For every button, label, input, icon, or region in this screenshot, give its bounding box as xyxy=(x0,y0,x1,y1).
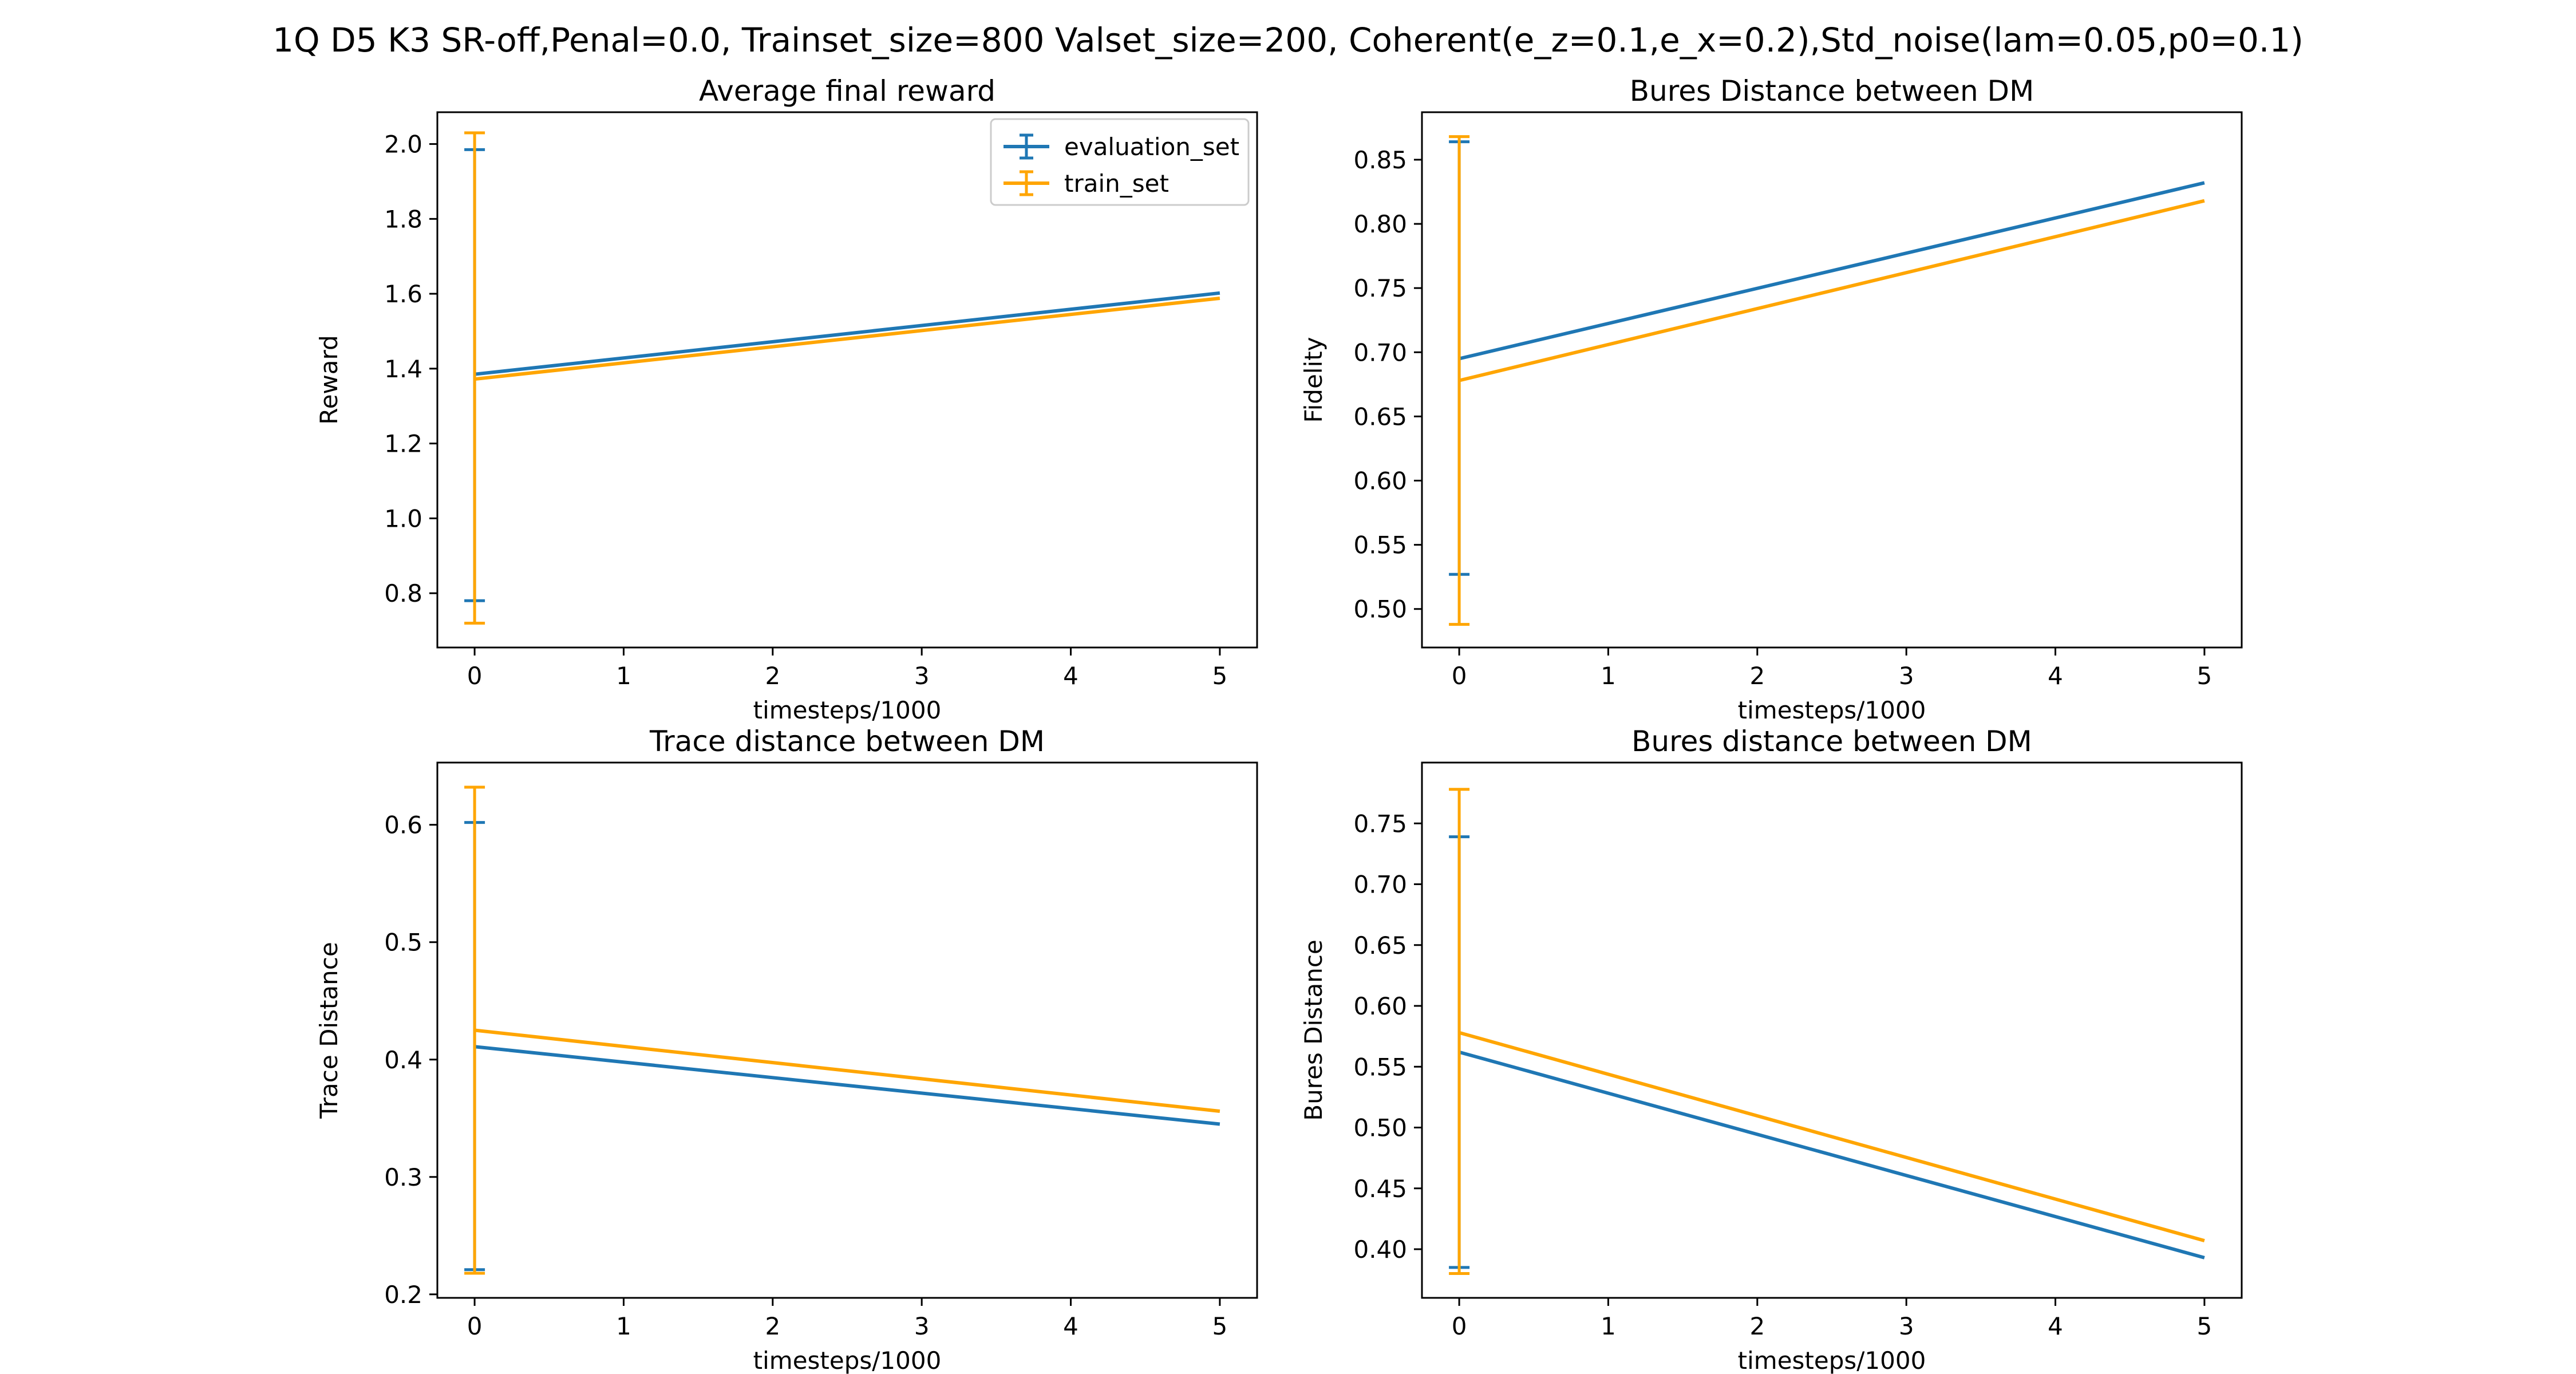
y-tick-label: 0.75 xyxy=(1353,810,1407,838)
x-tick-label: 5 xyxy=(2197,1312,2212,1340)
y-tick-label: 0.3 xyxy=(384,1163,422,1191)
subplot-3: Trace distance between DM 0 1 2 3 4 5 0.2 0.3 0.4… xyxy=(315,725,1258,1374)
x-tick-label: 5 xyxy=(1212,1312,1228,1340)
y-tick-label: 0.85 xyxy=(1353,146,1407,174)
y-tick-label: 0.5 xyxy=(384,929,422,957)
legend-box xyxy=(990,118,1250,206)
subplot-2: Bures Distance between DM 0 1 2 3 4 5 0.50 0.55 0… xyxy=(1299,74,2243,724)
x-tick-label: 0 xyxy=(1452,1312,1467,1340)
x-tick-label: 1 xyxy=(616,662,631,690)
y-tick-label: 0.6 xyxy=(384,811,422,839)
series-line-evaluation_set xyxy=(1459,181,2205,361)
y-tick-label: 1.6 xyxy=(384,280,422,308)
y-tick-label: 0.65 xyxy=(1353,931,1407,960)
y-tick-label: 0.8 xyxy=(384,579,422,607)
x-tick-label: 4 xyxy=(1063,1312,1078,1340)
y-tick-label: 2.0 xyxy=(384,131,422,159)
y-tick-label: 0.2 xyxy=(384,1281,422,1309)
y-tick-label: 0.50 xyxy=(1353,595,1407,623)
axes-frame xyxy=(436,111,1258,649)
y-tick-label: 1.4 xyxy=(384,355,422,383)
x-tick-label: 1 xyxy=(1601,662,1616,690)
series-line-train_set xyxy=(1459,199,2205,382)
series-line-evaluation_set xyxy=(474,1045,1220,1126)
series-line-train_set xyxy=(474,1028,1220,1113)
y-axis-label: Reward xyxy=(315,335,343,424)
axes-frame xyxy=(436,761,1258,1299)
subplots-container: Average final reward 0 1 2 3 4 5 0.8 1.0 1.2 1.4 1.… xyxy=(315,74,2243,1374)
legend-label-train_set: train_set xyxy=(1064,169,1169,198)
y-tick-label: 1.0 xyxy=(384,504,422,532)
x-tick-label: 5 xyxy=(1212,662,1228,690)
x-axis-label: timesteps/1000 xyxy=(1738,1347,1926,1374)
y-tick-label: 1.8 xyxy=(384,205,422,233)
x-axis-label: timesteps/1000 xyxy=(1738,696,1926,724)
x-tick-label: 3 xyxy=(1899,1312,1914,1340)
subplot-title: Average final reward xyxy=(699,74,995,108)
x-tick-label: 3 xyxy=(1899,662,1914,690)
x-tick-label: 3 xyxy=(914,662,930,690)
y-tick-label: 1.2 xyxy=(384,430,422,458)
figure-suptitle: 1Q D5 K3 SR-off,Penal=0.0, Trainset_size… xyxy=(272,21,2304,60)
y-tick-label: 0.70 xyxy=(1353,338,1407,366)
subplot-title: Bures distance between DM xyxy=(1631,725,2032,758)
y-tick-label: 0.45 xyxy=(1353,1175,1407,1203)
x-tick-label: 5 xyxy=(2197,662,2212,690)
y-tick-label: 0.4 xyxy=(384,1046,422,1074)
y-axis-label: Fidelity xyxy=(1299,337,1327,423)
series-line-evaluation_set xyxy=(1459,1050,2205,1260)
subplot-4: Bures distance between DM 0 1 2 3 4 5 0.40 0.45 0… xyxy=(1299,725,2243,1374)
x-tick-label: 0 xyxy=(467,662,483,690)
x-tick-label: 1 xyxy=(1601,1312,1616,1340)
x-tick-label: 4 xyxy=(2048,662,2063,690)
axes-frame xyxy=(1421,111,2243,649)
series-line-train_set xyxy=(474,296,1220,381)
legend: evaluation_set train_set xyxy=(990,118,1250,206)
y-tick-label: 0.70 xyxy=(1353,871,1407,899)
x-tick-label: 2 xyxy=(1749,662,1765,690)
x-tick-label: 2 xyxy=(1749,1312,1765,1340)
x-tick-label: 0 xyxy=(467,1312,483,1340)
x-tick-label: 4 xyxy=(2048,1312,2063,1340)
y-tick-label: 0.80 xyxy=(1353,210,1407,238)
y-axis-label: Bures Distance xyxy=(1299,939,1327,1121)
y-tick-label: 0.75 xyxy=(1353,274,1407,302)
y-axis-label: Trace Distance xyxy=(315,942,343,1119)
series-line-evaluation_set xyxy=(474,291,1220,376)
series-line-train_set xyxy=(1459,1030,2205,1243)
y-tick-label: 0.65 xyxy=(1353,402,1407,431)
x-axis-label: timesteps/1000 xyxy=(753,696,942,724)
subplot-title: Trace distance between DM xyxy=(649,725,1045,758)
x-tick-label: 4 xyxy=(1063,662,1078,690)
subplot-1: Average final reward 0 1 2 3 4 5 0.8 1.0 1.2 1.4 1.… xyxy=(315,74,1258,724)
y-tick-label: 0.50 xyxy=(1353,1114,1407,1142)
x-tick-label: 1 xyxy=(616,1312,631,1340)
x-tick-label: 0 xyxy=(1452,662,1467,690)
subplot-title: Bures Distance between DM xyxy=(1630,74,2034,108)
y-tick-label: 0.55 xyxy=(1353,531,1407,559)
y-tick-label: 0.60 xyxy=(1353,992,1407,1020)
legend-label-evaluation_set: evaluation_set xyxy=(1064,133,1239,161)
axes-frame xyxy=(1421,761,2243,1299)
x-tick-label: 2 xyxy=(765,1312,780,1340)
x-tick-label: 3 xyxy=(914,1312,930,1340)
y-tick-label: 0.40 xyxy=(1353,1235,1407,1264)
y-tick-label: 0.60 xyxy=(1353,467,1407,495)
y-tick-label: 0.55 xyxy=(1353,1053,1407,1081)
x-axis-label: timesteps/1000 xyxy=(753,1347,942,1374)
x-tick-label: 2 xyxy=(765,662,780,690)
